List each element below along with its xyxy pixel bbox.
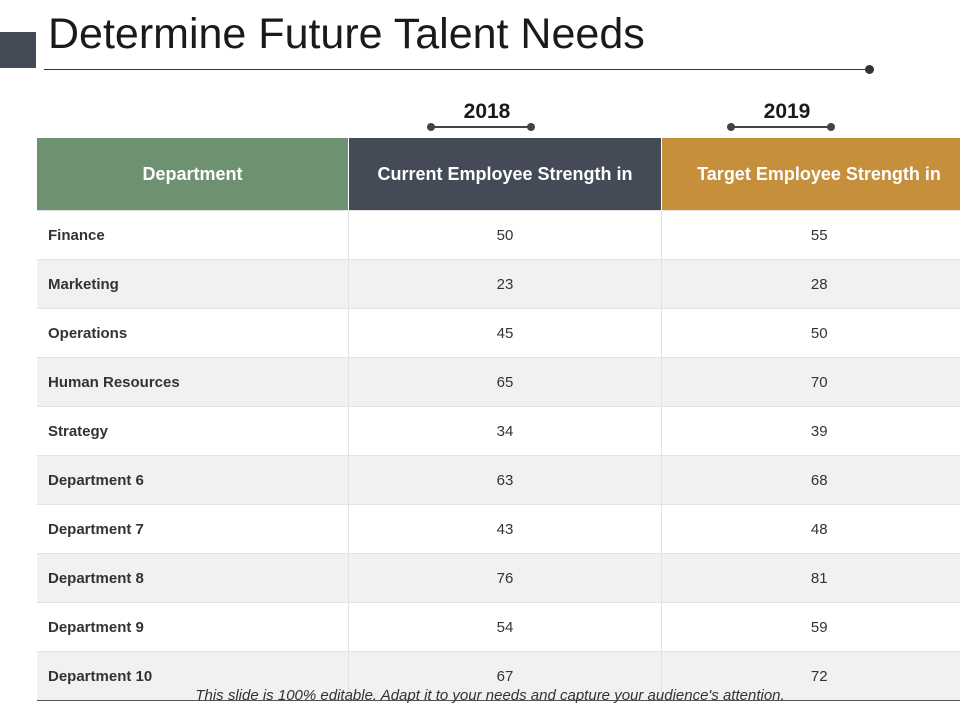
year-connector-line: [731, 126, 831, 128]
header-current-strength: Current Employee Strength in: [348, 138, 662, 211]
table-row: Department 10 67 72: [37, 651, 960, 701]
target-strength-cell: 39: [661, 406, 960, 456]
department-cell: Department 8: [37, 553, 349, 603]
header-target-strength: Target Employee Strength in: [661, 138, 960, 211]
target-strength-cell: 48: [661, 504, 960, 554]
target-strength-cell: 50: [661, 308, 960, 358]
current-strength-cell: 65: [348, 357, 662, 407]
year-connector-dot: [427, 123, 435, 131]
current-strength-cell: 45: [348, 308, 662, 358]
current-strength-cell: 54: [348, 602, 662, 652]
header-department: Department: [37, 138, 349, 211]
table-row: Operations 45 50: [37, 308, 960, 358]
table-row: Department 7 43 48: [37, 504, 960, 554]
title-underline-dot: [865, 65, 874, 74]
slide-title: Determine Future Talent Needs: [48, 10, 645, 58]
current-strength-cell: 43: [348, 504, 662, 554]
current-strength-cell: 23: [348, 259, 662, 309]
target-strength-cell: 70: [661, 357, 960, 407]
year-marker-2018: 2018: [427, 100, 543, 134]
target-strength-cell: 81: [661, 553, 960, 603]
table-header-row: Department Current Employee Strength in …: [37, 138, 960, 211]
department-cell: Strategy: [37, 406, 349, 456]
target-strength-cell: 59: [661, 602, 960, 652]
table-row: Human Resources 65 70: [37, 357, 960, 407]
target-strength-cell: 72: [661, 651, 960, 701]
footer-note: This slide is 100% editable. Adapt it to…: [195, 687, 785, 704]
table-row: Department 6 63 68: [37, 455, 960, 505]
current-strength-cell: 63: [348, 455, 662, 505]
current-strength-cell: 67: [348, 651, 662, 701]
year-connector-dot: [527, 123, 535, 131]
current-strength-cell: 76: [348, 553, 662, 603]
title-accent-block: [0, 32, 36, 68]
year-label: 2018: [463, 100, 511, 123]
department-cell: Finance: [37, 210, 349, 260]
title-underline: [44, 69, 868, 70]
department-cell: Human Resources: [37, 357, 349, 407]
department-cell: Marketing: [37, 259, 349, 309]
current-strength-cell: 34: [348, 406, 662, 456]
year-marker-2019: 2019: [727, 100, 843, 134]
target-strength-cell: 55: [661, 210, 960, 260]
target-strength-cell: 28: [661, 259, 960, 309]
table-row: Department 9 54 59: [37, 602, 960, 652]
talent-table: Department Current Employee Strength in …: [37, 138, 960, 701]
table-row: Department 8 76 81: [37, 553, 960, 603]
table-row: Finance 50 55: [37, 210, 960, 260]
current-strength-cell: 50: [348, 210, 662, 260]
year-connector-dot: [827, 123, 835, 131]
department-cell: Department 6: [37, 455, 349, 505]
department-cell: Operations: [37, 308, 349, 358]
department-cell: Department 10: [37, 651, 349, 701]
year-connector-dot: [727, 123, 735, 131]
department-cell: Department 7: [37, 504, 349, 554]
table-row: Marketing 23 28: [37, 259, 960, 309]
year-connector-line: [431, 126, 531, 128]
department-cell: Department 9: [37, 602, 349, 652]
table-row: Strategy 34 39: [37, 406, 960, 456]
year-label: 2019: [763, 100, 811, 123]
target-strength-cell: 68: [661, 455, 960, 505]
